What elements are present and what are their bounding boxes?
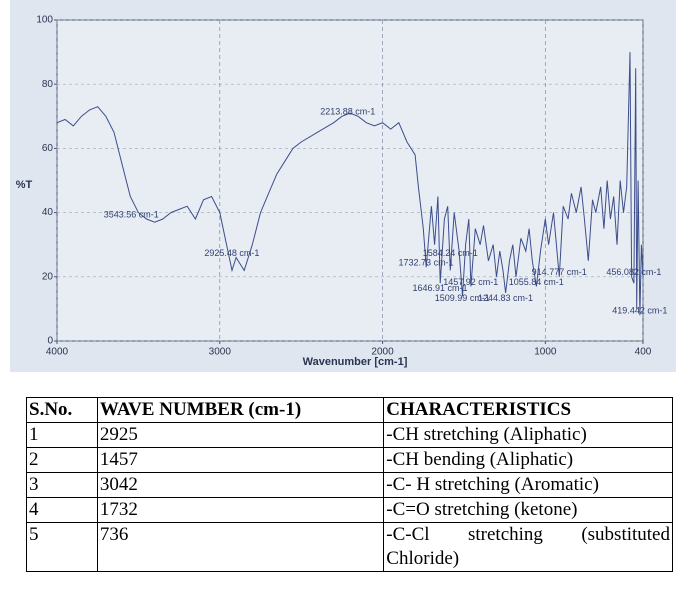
peak-label: 419.442 cm-1 xyxy=(612,306,667,316)
peak-label: 456.082 cm-1 xyxy=(606,267,661,277)
header-cell: CHARACTERISTICS xyxy=(383,397,673,423)
table-cell: 5 xyxy=(26,522,98,572)
assignment-table: S.No. WAVE NUMBER (cm-1) CHARACTERISTICS… xyxy=(26,397,673,572)
peak-label: 2213.88 cm-1 xyxy=(320,107,375,117)
table-cell: 3042 xyxy=(96,472,385,498)
table-cell: 1 xyxy=(26,422,98,448)
y-tick-label: 100 xyxy=(36,15,53,26)
x-tick-label: 4000 xyxy=(46,347,69,358)
peak-label: 3543.56 cm-1 xyxy=(104,209,159,219)
table-row: 1 2925 -CH stretching (Aliphatic) xyxy=(26,422,673,448)
peak-label: 914.777 cm-1 xyxy=(532,267,587,277)
table-cell: 2925 xyxy=(96,422,385,448)
table-cell: -C=O stretching (ketone) xyxy=(383,497,673,523)
table-row: 3 3042 -C- H stretching (Aromatic) xyxy=(26,472,673,498)
header-cell: WAVE NUMBER (cm-1) xyxy=(96,397,385,423)
x-tick-label: 2000 xyxy=(371,347,394,358)
table-body: 1 2925 -CH stretching (Aliphatic) 2 1457 -CH … xyxy=(26,422,673,572)
y-tick-label: 0 xyxy=(47,336,53,347)
peak-label: 1509.99 cm-1 xyxy=(435,293,490,303)
table-cell: -C- H stretching (Aromatic) xyxy=(383,472,673,498)
table-cell: -C-Cl stretching (substituted Chloride) xyxy=(383,522,673,572)
table-cell: -CH stretching (Aliphatic) xyxy=(383,422,673,448)
table-cell: 3 xyxy=(26,472,98,498)
table-row: 4 1732 -C=O stretching (ketone) xyxy=(26,497,673,523)
y-tick-label: 60 xyxy=(42,143,54,154)
x-axis-label: Wavenumber [cm-1] xyxy=(303,356,408,368)
peak-label: 1055.84 cm-1 xyxy=(509,277,564,287)
table-cell: 1732 xyxy=(96,497,385,523)
table-cell: 4 xyxy=(26,497,98,523)
table-header: S.No. WAVE NUMBER (cm-1) CHARACTERISTICS xyxy=(26,397,673,423)
peak-label: 1457.92 cm-1 xyxy=(443,277,498,287)
table-row: 5 736 -C-Cl stretching (substituted Chlori… xyxy=(26,522,673,572)
peak-label: 1584.24 cm-1 xyxy=(423,248,478,258)
table-cell: -CH bending (Aliphatic) xyxy=(383,447,673,473)
y-tick-label: 20 xyxy=(42,271,54,282)
table-cell: 2 xyxy=(26,447,98,473)
y-axis-label: %T xyxy=(16,179,33,191)
header-cell: S.No. xyxy=(26,397,98,423)
peak-label: 2925.48 cm-1 xyxy=(204,248,259,258)
x-tick-label: 1000 xyxy=(534,347,557,358)
spectrum-line xyxy=(56,52,644,316)
spectrum-photo: %T Wavenumber [cm-1] 0 20 40 60 80 100 4000 300… xyxy=(10,0,676,372)
table-cell: 736 xyxy=(96,522,385,572)
y-tick-label: 40 xyxy=(42,207,54,218)
peak-label: 1732.73 cm-1 xyxy=(399,258,454,268)
peak-label: 1244.83 cm-1 xyxy=(478,293,533,303)
table-row: 2 1457 -CH bending (Aliphatic) xyxy=(26,447,673,473)
peak-label: 1646.91 cm-1 xyxy=(413,283,468,293)
y-tick-label: 80 xyxy=(42,79,54,90)
plot-frame xyxy=(56,19,644,342)
table-cell: 1457 xyxy=(96,447,385,473)
x-tick-label: 3000 xyxy=(209,347,232,358)
x-tick-label: 400 xyxy=(635,347,652,358)
